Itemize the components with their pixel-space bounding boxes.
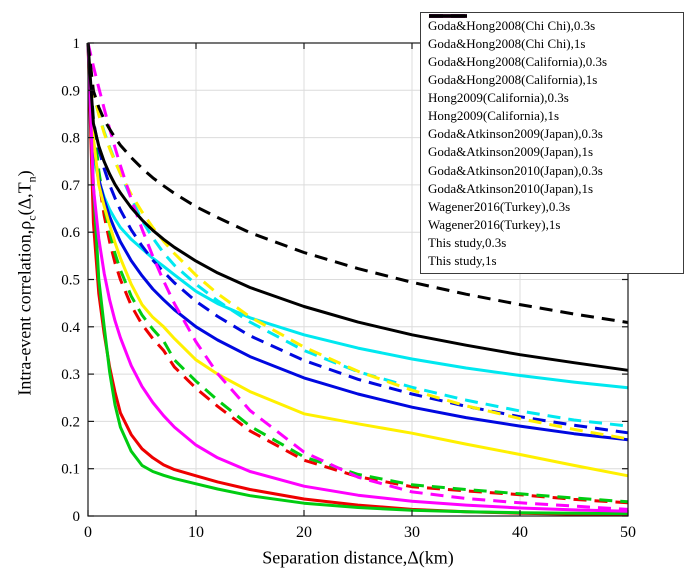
y-tick-label: 0.3: [61, 367, 80, 383]
legend-item-label: Goda&Hong2008(California),1s: [428, 72, 598, 88]
series-line: [86, 42, 629, 442]
series-line: [86, 42, 629, 390]
legend-item: This study,0.3s: [421, 14, 683, 252]
y-axis-label-part: (Δ,T: [14, 182, 35, 216]
y-axis-label-part: ): [14, 170, 35, 177]
x-tick-label: 50: [620, 524, 636, 541]
legend-item-label: Wagener2016(Turkey),1s: [428, 216, 561, 232]
legend-item: Hong2009(California),1s: [421, 14, 683, 125]
legend-item: Goda&Atkinson2009(Japan),1s: [421, 14, 683, 161]
legend-item: Wagener2016(Turkey),0.3s: [421, 14, 683, 216]
y-axis-label-part: Intra-event correlation,ρ: [14, 220, 35, 396]
legend-item-label: This study,0.3s: [428, 234, 507, 250]
y-tick-label: 0.8: [61, 131, 80, 147]
legend-item-label: Wagener2016(Turkey),0.3s: [428, 198, 571, 214]
legend-item: This study,1s: [421, 14, 683, 270]
series-line: [86, 42, 629, 478]
series-line: [86, 42, 629, 428]
legend-item: Goda&Atkinson2010(Japan),1s: [421, 14, 683, 198]
legend-item-label: Goda&Atkinson2010(Japan),1s: [428, 180, 594, 196]
y-tick-label: 0.5: [61, 273, 80, 289]
legend-item: Wagener2016(Turkey),1s: [421, 14, 683, 234]
series-line: [86, 42, 629, 372]
series-line: [86, 42, 629, 324]
legend-item: Hong2009(California),0.3s: [421, 14, 683, 107]
legend-item: Goda&Hong2008(California),0.3s: [421, 14, 683, 71]
y-tick-label: 0: [73, 509, 81, 525]
y-tick-label: 1: [73, 36, 81, 52]
x-tick-label: 10: [188, 524, 204, 541]
series-line: [86, 42, 629, 435]
legend-item: Goda&Hong2008(Chi Chi),0.3s: [421, 14, 683, 35]
x-tick-label: 20: [296, 524, 312, 541]
y-tick-label: 0.4: [61, 320, 80, 336]
y-tick-label: 0.2: [61, 414, 80, 430]
x-axis-label: Separation distance,Δ(km): [262, 547, 454, 568]
legend-item-label: Goda&Atkinson2009(Japan),1s: [428, 144, 594, 160]
y-tick-label: 0.7: [61, 178, 80, 194]
legend-item-label: This study,1s: [428, 252, 497, 268]
legend-item-label: Goda&Hong2008(California),0.3s: [428, 54, 608, 70]
series-line: [86, 42, 629, 441]
series-line: [86, 42, 629, 505]
legend-item: Goda&Atkinson2009(Japan),0.3s: [421, 14, 683, 143]
legend-dashed-line-sample: [429, 14, 467, 18]
legend: Goda&Hong2008(Chi Chi),0.3s Goda&Hong2008…: [420, 12, 684, 274]
legend-item: Goda&Atkinson2010(Japan),0.3s: [421, 14, 683, 180]
y-axis-label-subscript: n: [24, 176, 39, 183]
legend-item-label: Goda&Atkinson2009(Japan),0.3s: [428, 126, 603, 142]
legend-item-label: Goda&Atkinson2010(Japan),0.3s: [428, 162, 603, 178]
series-line: [86, 42, 629, 511]
y-tick-label: 0.6: [61, 225, 80, 241]
legend-item-label: Hong2009(California),0.3s: [428, 90, 569, 106]
legend-item-label: Goda&Hong2008(Chi Chi),1s: [428, 36, 586, 52]
legend-item-label: Hong2009(California),1s: [428, 108, 560, 124]
y-tick-label: 0.9: [61, 83, 80, 99]
series-line: [86, 42, 629, 516]
y-axis-label: Intra-event correlation,ρc(Δ,Tn): [15, 170, 40, 395]
x-tick-label: 0: [84, 524, 92, 541]
x-tick-label: 40: [512, 524, 528, 541]
legend-item-label: Goda&Hong2008(Chi Chi),0.3s: [428, 18, 596, 33]
y-tick-label: 0.1: [61, 462, 80, 478]
legend-item: Goda&Hong2008(California),1s: [421, 14, 683, 89]
series-line: [86, 42, 629, 513]
y-axis-label-subscript: c: [24, 215, 39, 221]
legend-item: Goda&Hong2008(Chi Chi),1s: [421, 14, 683, 53]
x-tick-label: 30: [404, 524, 420, 541]
